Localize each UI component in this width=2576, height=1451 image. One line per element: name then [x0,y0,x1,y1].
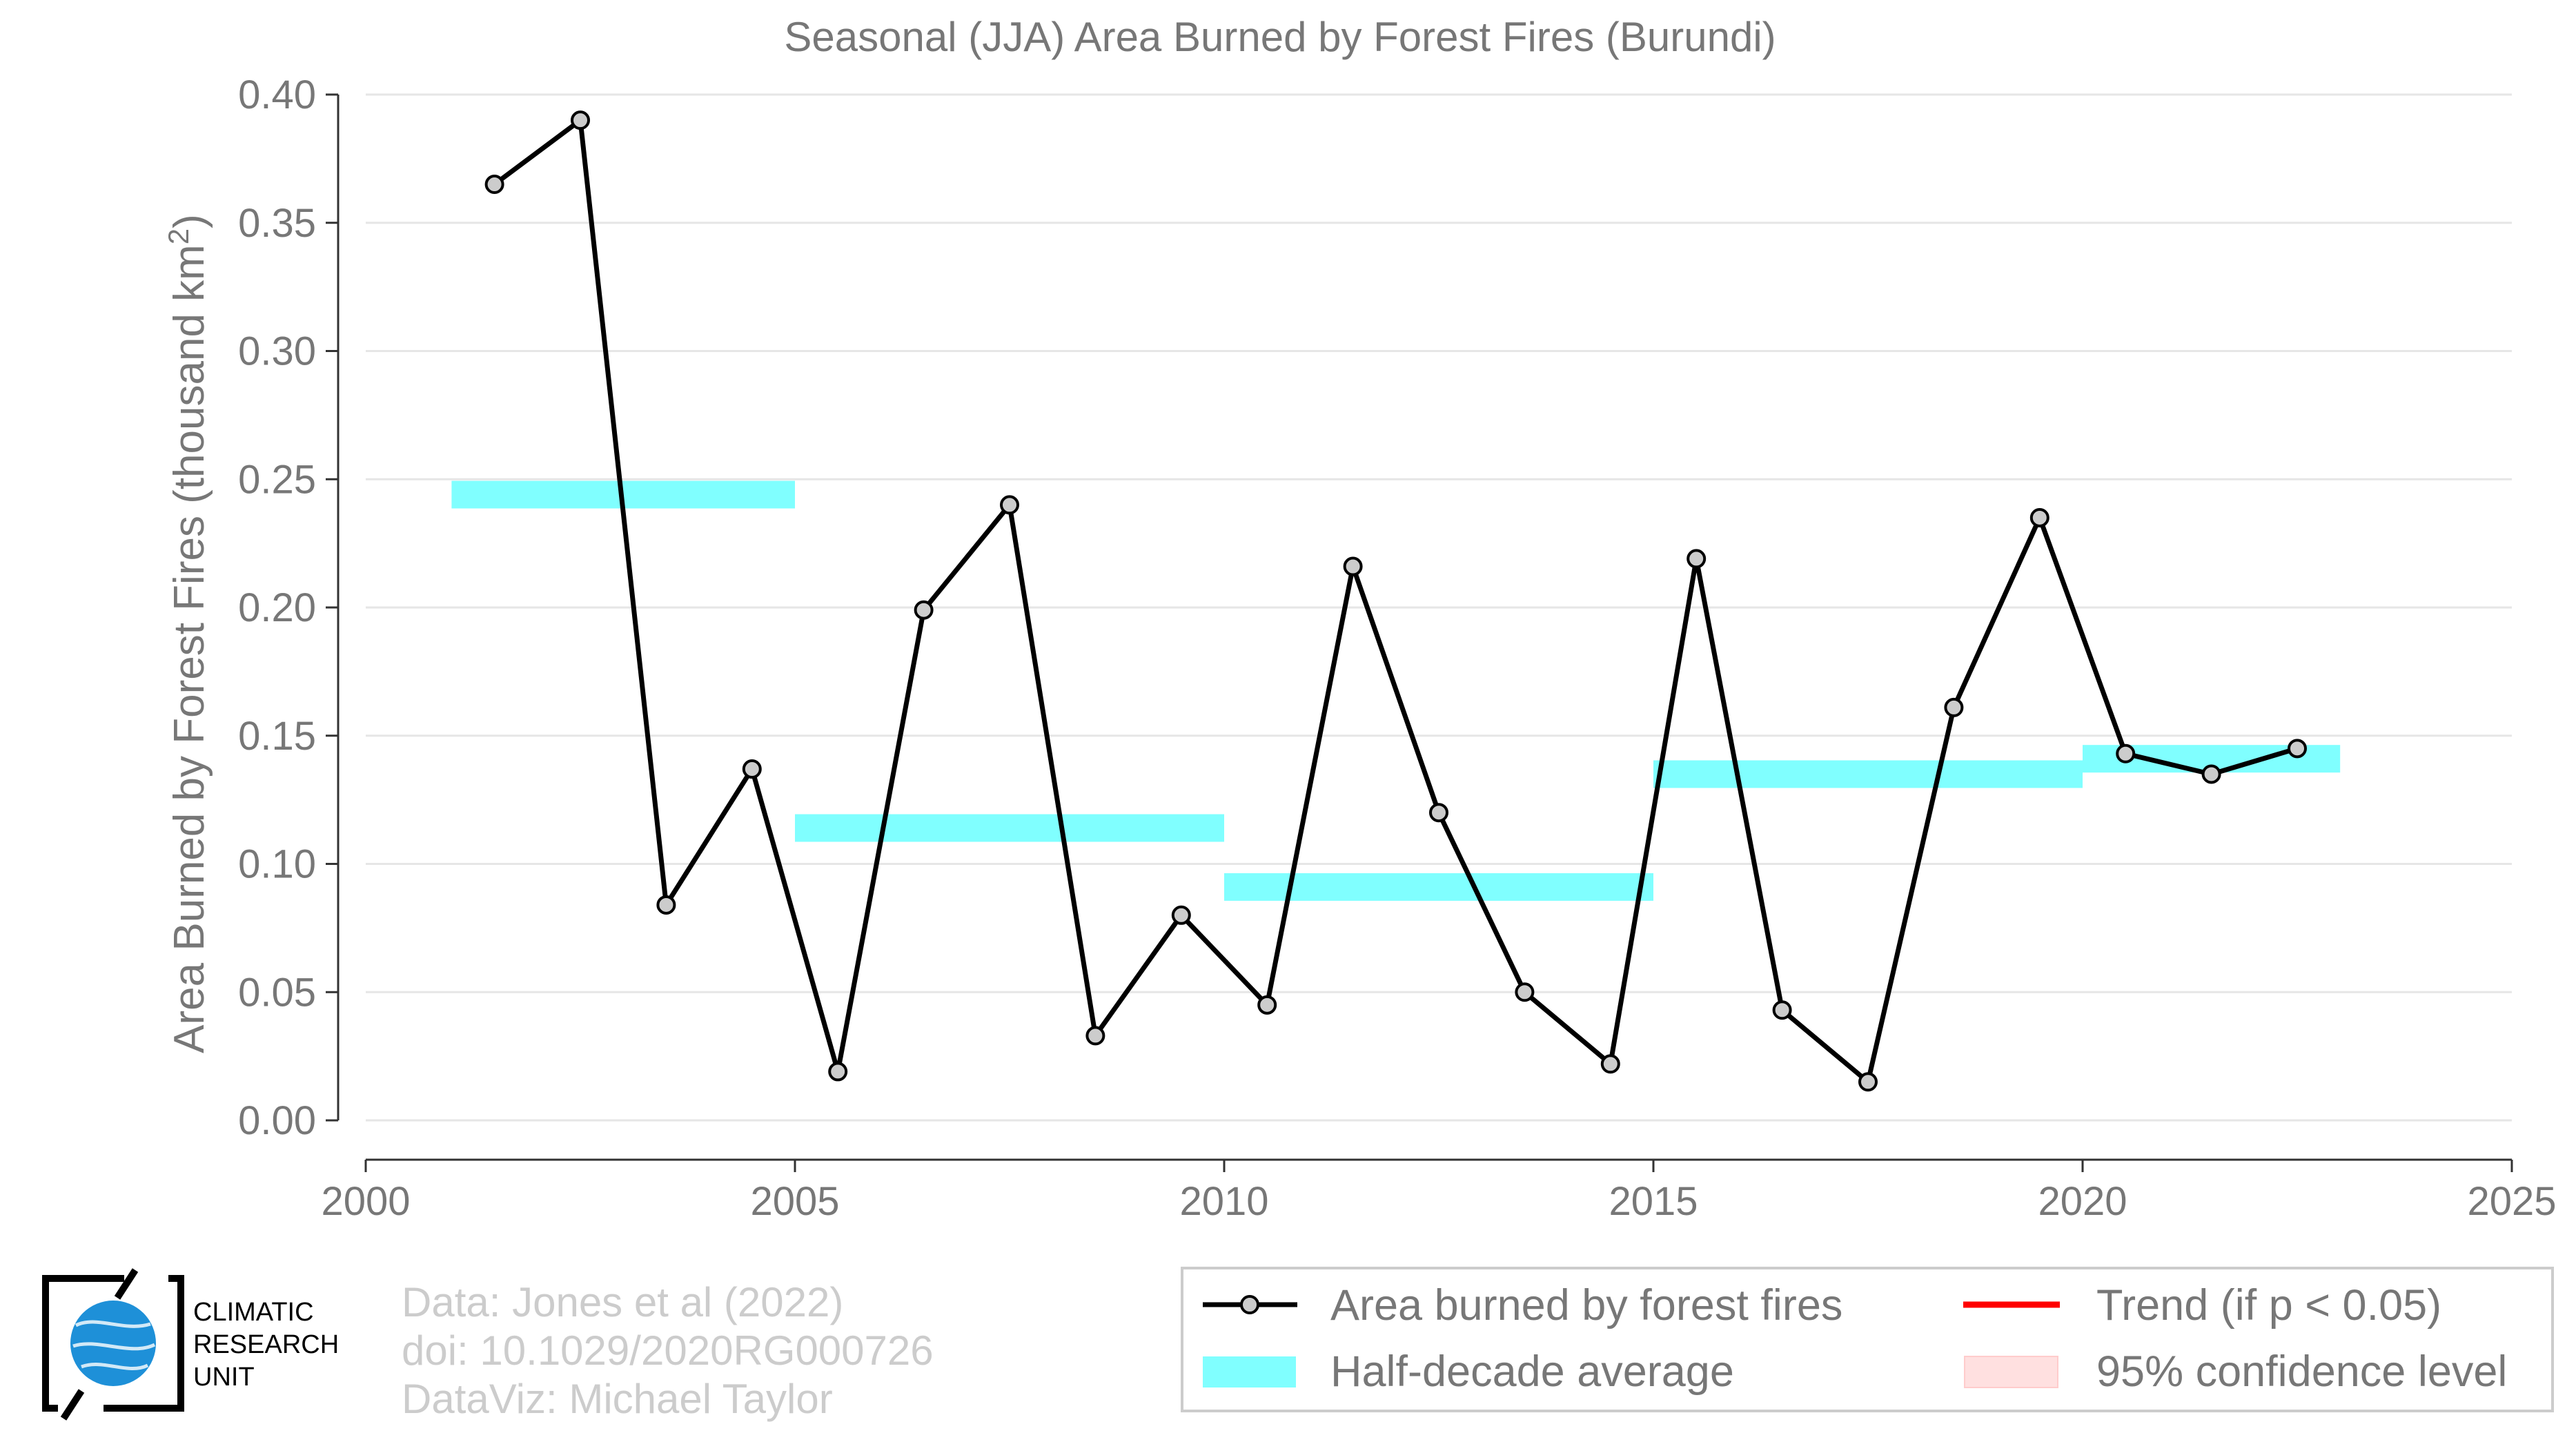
legend-box [1181,1267,2554,1412]
legend-half-decade-icon [1203,1356,1296,1387]
data-point [1171,905,1191,925]
gridlines [366,93,2512,1122]
legend-label-series: Area burned by forest fires [1330,1281,1842,1330]
credit-doi: doi: 10.1029/2020RG000726 [402,1327,934,1374]
y-tick-label: 0.15 [238,714,316,759]
data-point [1429,803,1448,823]
legend: Area burned by forest fires Trend (if p … [1181,1267,2554,1412]
y-axis-label-superscript: 2 [162,228,195,244]
axes: 0.00 0.05 0.10 0.15 0.20 0.25 0.30 0.35 0.40 2000… [238,72,2556,1224]
logo-frame-slash [60,1268,139,1421]
data-point [2201,764,2221,784]
x-tick-label: 2005 [750,1179,839,1224]
x-tick-label: 2010 [1179,1179,1268,1224]
data-point [914,600,934,620]
cru-logo: CLIMATIC RESEARCH UNIT [42,1268,339,1421]
y-axis-label: Area Burned by Forest Fires (thousand km… [162,214,213,1053]
logo-frame [42,1275,124,1412]
x-tick-label: 2025 [2467,1179,2556,1224]
y-tick-label: 0.35 [238,201,316,246]
x-tick-label: 2020 [2038,1179,2127,1224]
x-tick-label: 2015 [1609,1179,1698,1224]
x-tick-label: 2000 [321,1179,410,1224]
legend-marker-icon [1240,1295,1259,1314]
logo-line-3: UNIT [193,1363,255,1392]
y-tick-label: 0.00 [238,1098,316,1143]
data-point [1944,697,1964,717]
data-point [1257,995,1277,1015]
half-decade-average-bar [795,814,1224,842]
logo-line-2: RESEARCH [193,1330,339,1359]
legend-label-half-decade: Half-decade average [1330,1347,1734,1396]
legend-label-trend: Trend (if p < 0.05) [2096,1281,2441,1330]
credit-dataviz: DataViz: Michael Taylor [402,1376,833,1422]
y-tick-label: 0.20 [238,585,316,630]
y-tick-label: 0.25 [238,457,316,502]
data-point [1000,495,1019,515]
legend-confidence-icon [1964,1356,2058,1388]
data-point [1858,1072,1878,1092]
logo-line-1: CLIMATIC [193,1298,314,1327]
data-point [2116,743,2136,763]
data-point [1687,549,1707,569]
area-burned-series [484,110,2307,1092]
half-decade-average-bar [1224,873,1653,901]
y-tick-label: 0.40 [238,72,316,117]
data-point [571,110,590,130]
y-tick-label: 0.05 [238,970,316,1015]
chart-title: Seasonal (JJA) Area Burned by Forest Fir… [784,14,1776,60]
credit-data-source: Data: Jones et al (2022) [402,1279,843,1325]
logo-frame-right [104,1275,184,1412]
area-burned-line [493,117,2299,1084]
data-point [828,1062,848,1082]
data-point [484,175,504,195]
data-point [1515,982,1535,1002]
y-tick-label: 0.10 [238,842,316,887]
data-point [656,895,676,915]
globe-swirl [72,1320,156,1370]
half-decade-average-bar [1653,760,2083,788]
legend-label-confidence: 95% confidence level [2096,1347,2507,1396]
data-point [2288,739,2307,759]
data-point [1772,1000,1792,1020]
data-point [1085,1026,1105,1046]
data-point [1600,1054,1620,1074]
y-tick-label: 0.30 [238,329,316,374]
data-point [1343,556,1363,576]
data-point [2029,507,2049,527]
data-point [742,759,762,779]
